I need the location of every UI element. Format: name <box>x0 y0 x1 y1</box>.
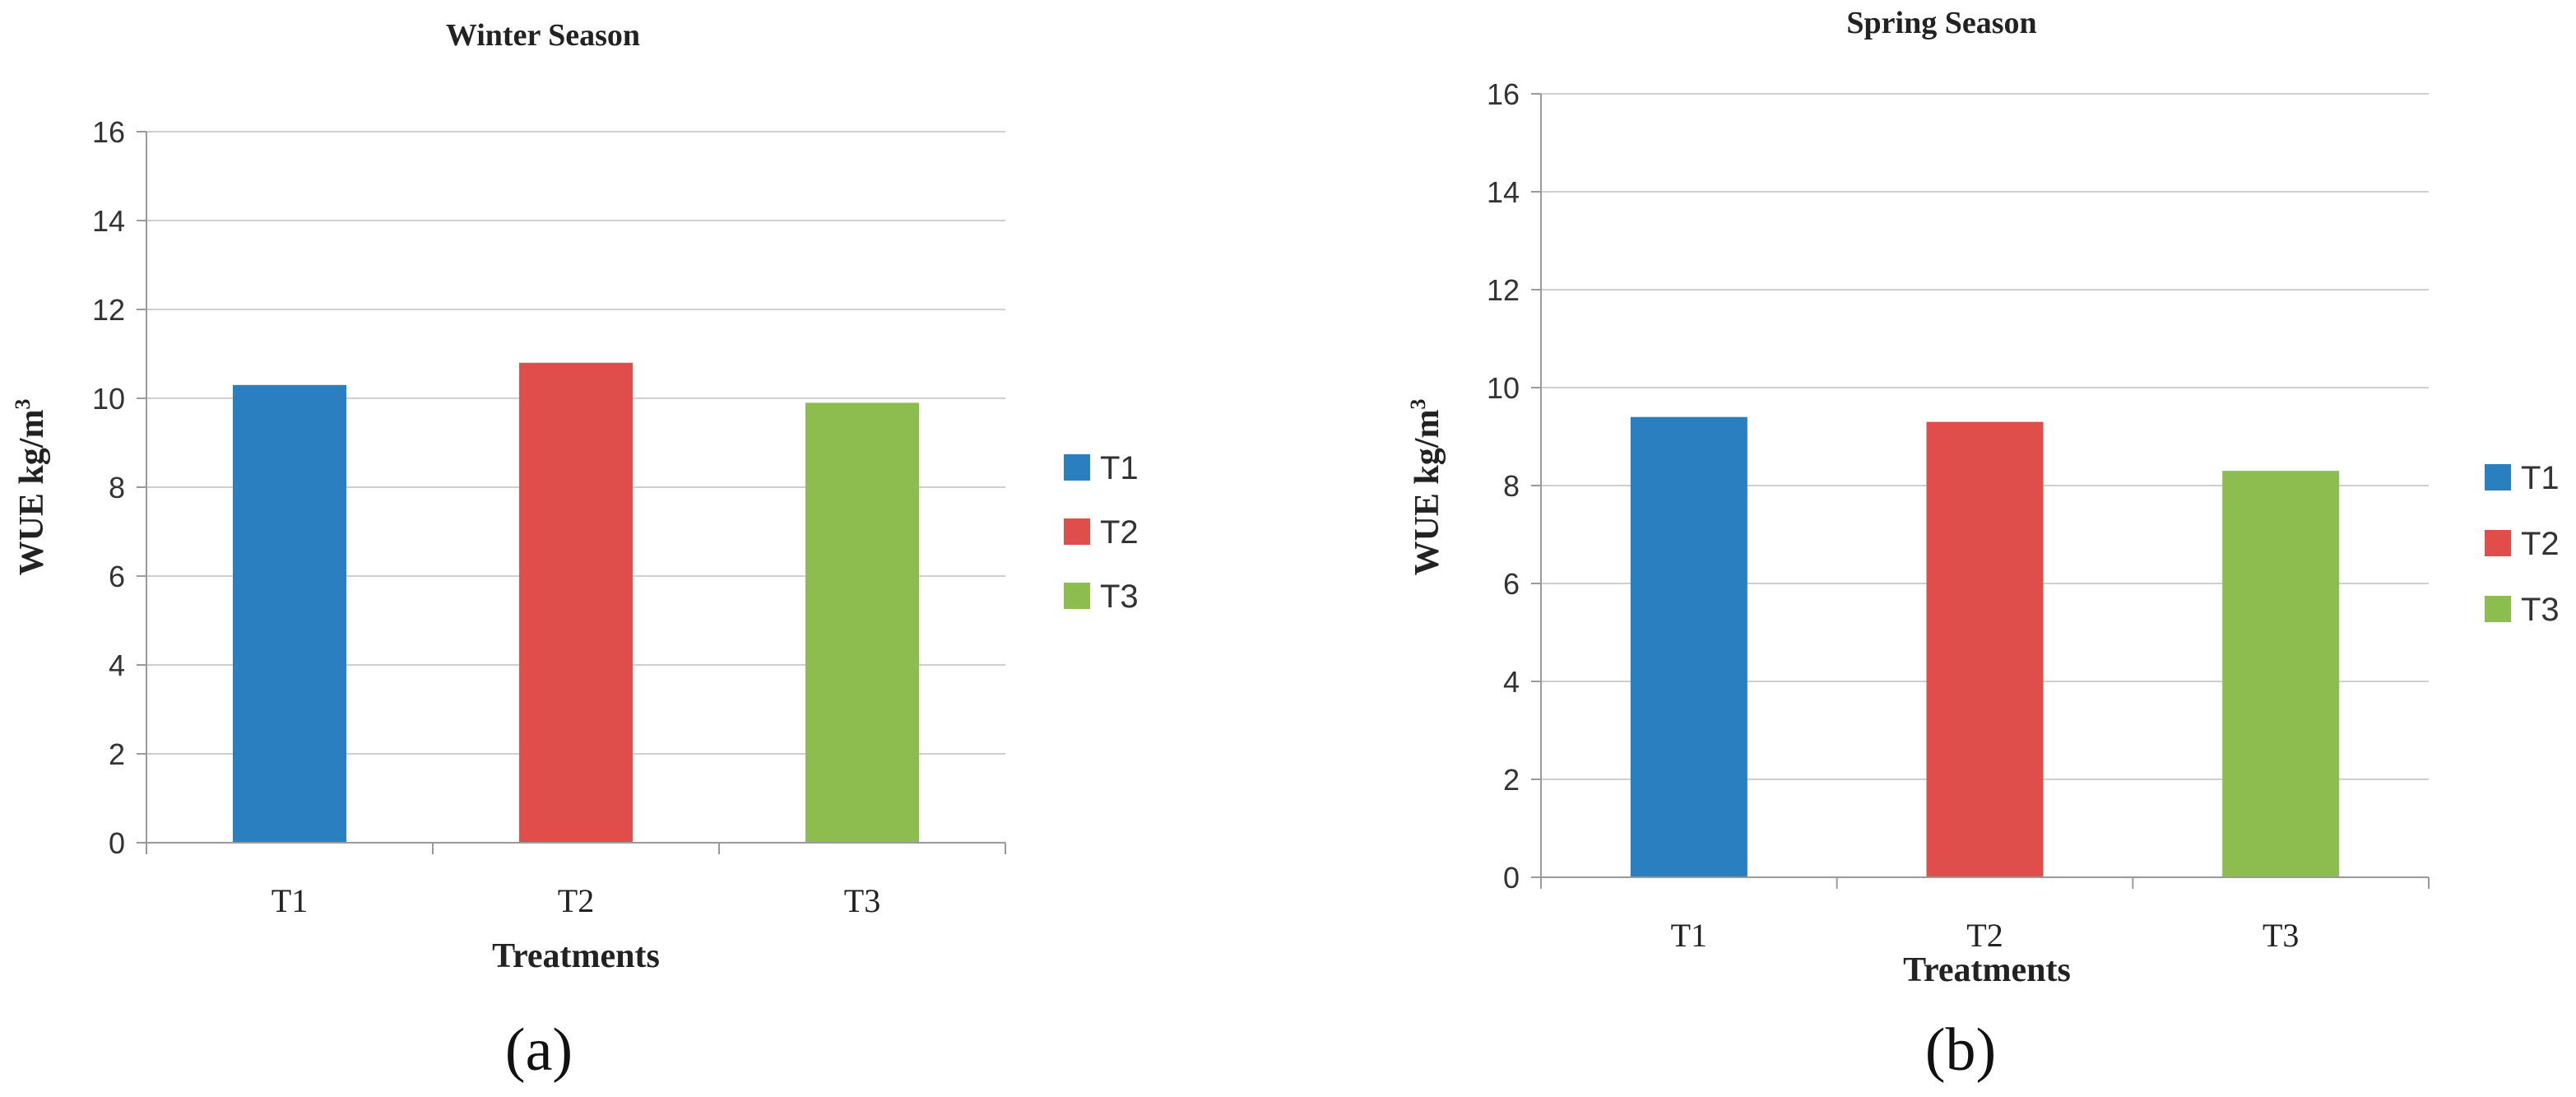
y-tick-label: 12 <box>92 293 125 327</box>
legend-swatch <box>2485 530 2511 556</box>
y-tick-label: 14 <box>92 204 125 238</box>
y-tick-label: 10 <box>1487 371 1520 405</box>
x-tick-labels: T1 T2 T3 <box>272 882 880 919</box>
legend-swatch <box>1064 518 1090 545</box>
axes <box>137 131 1006 854</box>
spring-season-chart: Spring Season 0 2 4 6 8 10 12 14 16 T1 T2 T3 WUE k… <box>1406 6 2560 1084</box>
bar-t2 <box>519 362 633 843</box>
chart-title: Winter Season <box>446 18 640 53</box>
y-tick-label: 2 <box>109 737 125 771</box>
legend-swatch <box>2485 596 2511 622</box>
bar-t3 <box>805 402 919 843</box>
winter-season-chart: Winter Season 0 2 4 6 8 10 12 14 16 T1 T2 T3 WUE k… <box>11 18 1139 1084</box>
bar-t3 <box>2222 471 2340 877</box>
x-axis-label: Treatments <box>492 937 660 975</box>
panel-label: (a) <box>505 1016 573 1084</box>
panel-label: (b) <box>1925 1016 1996 1084</box>
legend-label: T3 <box>2521 592 2560 628</box>
bar-t1 <box>233 384 346 843</box>
y-axis-label: WUE kg/m3 <box>11 399 51 576</box>
y-tick-label: 12 <box>1487 273 1520 307</box>
legend-swatch <box>1064 583 1090 609</box>
bar-t2 <box>1926 421 2044 877</box>
axes <box>1531 93 2430 889</box>
x-tick-labels: T1 T2 T3 <box>1671 917 2300 954</box>
y-tick-label: 8 <box>1503 469 1520 503</box>
y-tick-label: 8 <box>109 471 125 504</box>
legend-swatch <box>2485 464 2511 490</box>
y-tick-label: 16 <box>92 115 125 149</box>
bars <box>1630 416 2340 877</box>
y-tick-label: 0 <box>109 826 125 860</box>
y-tick-label: 14 <box>1487 175 1520 209</box>
x-tick-label: T3 <box>2263 917 2299 954</box>
y-tick-label: 4 <box>109 648 125 682</box>
y-tick-label: 16 <box>1487 77 1520 111</box>
bar-t1 <box>1630 416 1748 877</box>
x-tick-label: T1 <box>272 882 308 919</box>
y-tick-label: 10 <box>92 382 125 416</box>
legend: T1 T2 T3 <box>1064 450 1139 615</box>
x-axis-label: Treatments <box>1903 951 2071 989</box>
x-tick-label: T1 <box>1671 917 1707 954</box>
legend-label: T2 <box>1100 514 1139 551</box>
chart-title: Spring Season <box>1846 6 2036 40</box>
x-tick-label: T3 <box>844 882 880 919</box>
y-tick-label: 6 <box>109 560 125 593</box>
y-tick-label: 2 <box>1503 763 1520 797</box>
x-tick-label: T2 <box>558 882 594 919</box>
legend-label: T1 <box>2521 460 2560 496</box>
legend-label: T3 <box>1100 579 1139 615</box>
y-axis-label: WUE kg/m3 <box>1406 399 1446 576</box>
y-tick-labels: 0 2 4 6 8 10 12 14 16 <box>92 115 125 860</box>
y-tick-label: 6 <box>1503 567 1520 601</box>
x-tick-label: T2 <box>1966 917 2003 954</box>
legend-label: T2 <box>2521 526 2560 562</box>
y-tick-labels: 0 2 4 6 8 10 12 14 16 <box>1487 77 1520 895</box>
bars <box>233 362 919 843</box>
legend-swatch <box>1064 454 1090 481</box>
legend: T1 T2 T3 <box>2485 460 2560 628</box>
y-tick-label: 4 <box>1503 665 1520 699</box>
legend-label: T1 <box>1100 450 1139 486</box>
y-tick-label: 0 <box>1503 861 1520 895</box>
